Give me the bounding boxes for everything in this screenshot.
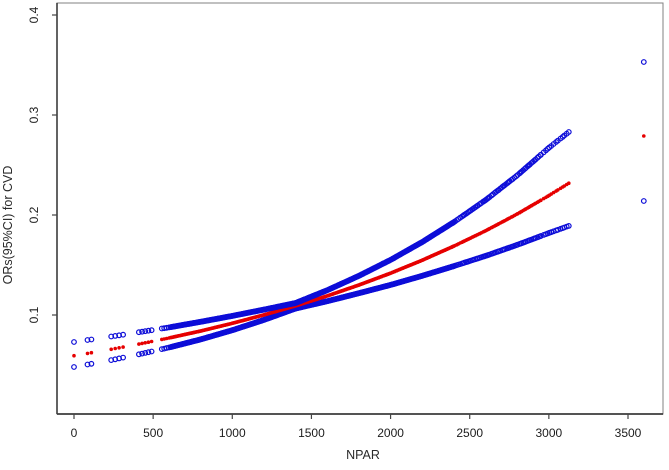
data-point <box>567 181 571 185</box>
data-point <box>117 346 121 350</box>
x-tick-label: 500 <box>143 426 163 440</box>
data-point <box>145 327 152 334</box>
data-point <box>85 351 90 356</box>
data-point <box>120 331 126 338</box>
data-point <box>539 198 543 202</box>
data-point <box>640 59 647 65</box>
x-tick-label: 1000 <box>219 426 246 440</box>
data-point <box>109 347 113 352</box>
x-axis-ticks: 0 500 1000 1500 2000 2500 3000 3500 <box>71 414 642 440</box>
data-point <box>146 340 151 345</box>
x-tick-label: 3000 <box>536 426 563 440</box>
data-point <box>148 327 155 334</box>
data-point <box>121 345 125 349</box>
data-point <box>88 360 95 367</box>
data-point <box>148 348 155 355</box>
data-point <box>137 342 141 346</box>
x-tick-label: 2000 <box>377 426 404 440</box>
plot-background <box>57 3 663 414</box>
data-point <box>89 350 94 355</box>
data-point <box>640 198 647 204</box>
series-upper-95-ci <box>71 59 647 345</box>
data-point <box>71 339 77 345</box>
y-tick-label: 0.2 <box>27 206 41 223</box>
data-point <box>135 329 142 336</box>
data-point <box>565 222 572 229</box>
data-point <box>88 336 95 343</box>
x-tick-label: 1500 <box>298 426 325 440</box>
data-point <box>139 328 146 335</box>
data-point <box>71 364 77 370</box>
series-or-point-estimate <box>72 134 646 358</box>
data-point <box>84 361 91 368</box>
data-point <box>84 337 91 343</box>
x-tick-label: 0 <box>71 426 78 440</box>
y-tick-label: 0.3 <box>27 106 41 123</box>
y-tick-label: 0.4 <box>27 6 41 23</box>
data-point <box>149 339 154 344</box>
data-point <box>142 350 149 356</box>
y-tick-label: 0.1 <box>27 306 41 323</box>
data-point <box>72 353 76 358</box>
data-point <box>556 188 560 192</box>
data-point <box>145 349 152 356</box>
x-axis-title: NPAR <box>346 448 380 462</box>
data-point <box>113 346 117 351</box>
data-point <box>135 351 142 358</box>
data-point <box>140 341 144 346</box>
data-point <box>513 173 520 180</box>
y-axis-title: ORs(95%CI) for CVD <box>1 166 15 285</box>
data-point <box>642 134 646 138</box>
data-point <box>555 226 561 233</box>
x-tick-label: 2500 <box>456 426 483 440</box>
data-point <box>565 129 572 135</box>
data-point <box>112 333 119 339</box>
data-points-layer <box>71 59 647 370</box>
data-point <box>139 350 146 357</box>
y-axis-ticks: 0.1 0.2 0.3 0.4 <box>27 6 57 323</box>
data-point <box>142 328 149 335</box>
x-tick-label: 3500 <box>615 426 642 440</box>
data-point <box>538 233 544 239</box>
data-point <box>143 341 147 345</box>
data-point <box>120 354 126 361</box>
